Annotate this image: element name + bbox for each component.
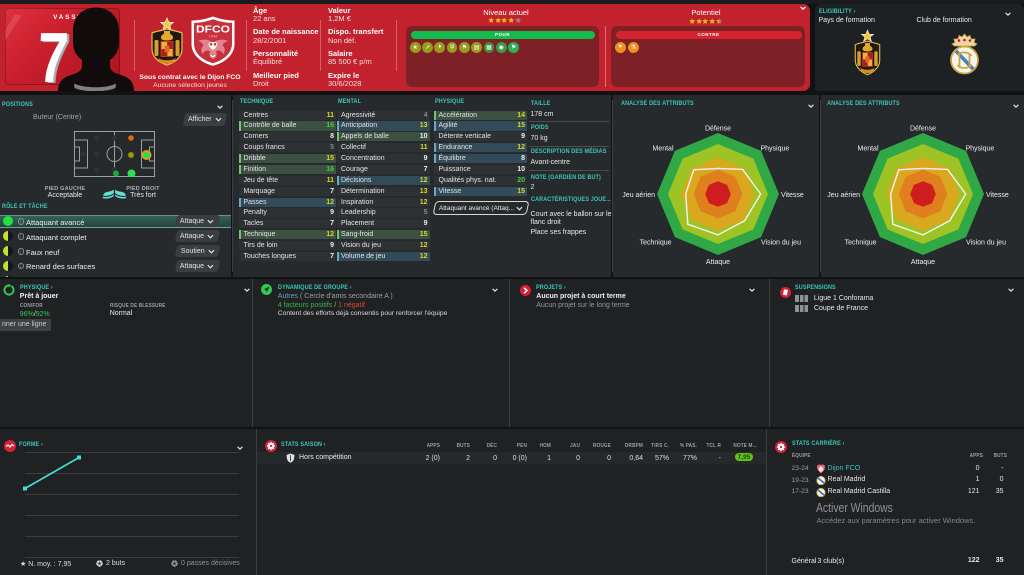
svg-text:1998: 1998 [209,34,219,39]
svg-text:Jeu aérien: Jeu aérien [827,192,860,199]
svg-text:Technique: Technique [640,240,672,247]
svg-text:Physique: Physique [965,146,994,153]
svg-text:Jeu aérien: Jeu aérien [622,192,655,199]
svg-text:Vitesse: Vitesse [986,192,1009,199]
svg-text:Défense: Défense [909,126,935,133]
svg-text:Physique: Physique [761,146,790,153]
svg-text:Vitesse: Vitesse [781,192,804,199]
svg-text:Vision du jeu: Vision du jeu [966,240,1006,247]
svg-text:Technique: Technique [844,240,876,247]
svg-text:DFCO: DFCO [196,24,230,36]
svg-text:Mental: Mental [857,146,878,153]
svg-text:Défense: Défense [705,126,731,133]
svg-text:Mental: Mental [652,146,673,153]
svg-text:Attaque: Attaque [910,259,934,266]
svg-text:Vision du jeu: Vision du jeu [761,240,801,247]
svg-text:Attaque: Attaque [706,259,730,266]
